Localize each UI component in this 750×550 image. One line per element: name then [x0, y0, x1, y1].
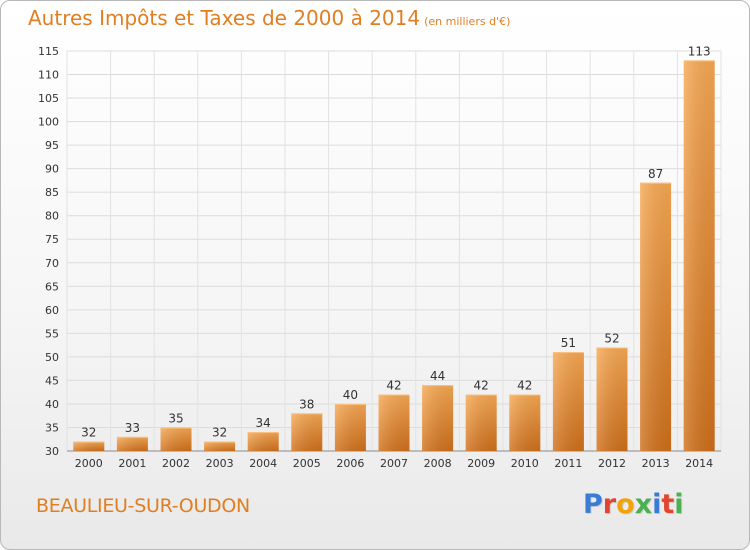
bar-shade	[247, 432, 279, 451]
bar-shade	[640, 182, 672, 451]
bar-layer	[73, 60, 715, 451]
y-tick-label: 115	[38, 45, 59, 58]
y-tick-label: 100	[38, 116, 59, 129]
x-tick-label: 2003	[206, 457, 234, 470]
y-tick-label: 70	[45, 257, 59, 270]
data-label: 33	[125, 421, 140, 435]
y-tick-label: 55	[45, 327, 59, 340]
x-tick-label: 2010	[511, 457, 539, 470]
data-label: 44	[430, 369, 445, 383]
y-tick-label: 80	[45, 210, 59, 223]
data-label: 32	[212, 426, 227, 440]
y-tick-label: 60	[45, 304, 59, 317]
data-label: 34	[256, 416, 271, 430]
y-tick-label: 65	[45, 280, 59, 293]
x-tick-label: 2012	[598, 457, 626, 470]
label-layer: 2000 32 2001 33 2002 35 2003 32 2004 34 2005 38 2006…	[75, 44, 713, 470]
bar-shade	[116, 436, 148, 451]
x-tick-label: 2006	[336, 457, 364, 470]
data-label: 38	[299, 397, 314, 411]
bar-shade	[596, 347, 628, 451]
data-label: 113	[688, 44, 711, 58]
x-tick-label: 2002	[162, 457, 190, 470]
bar-shade	[160, 427, 192, 451]
bar-shade	[422, 385, 454, 451]
y-tick-label: 40	[45, 398, 59, 411]
bar-shade	[683, 60, 715, 451]
chart-title-text: Autres Impôts et Taxes de 2000 à 2014	[28, 6, 421, 30]
bar-shade	[204, 441, 236, 451]
commune-name: BEAULIEU-SUR-OUDON	[36, 495, 250, 517]
data-label: 32	[81, 426, 96, 440]
data-label: 42	[474, 379, 489, 393]
bar-shade	[509, 394, 541, 451]
y-tick-label: 85	[45, 186, 59, 199]
bar-shade	[334, 403, 366, 451]
x-tick-label: 2001	[118, 457, 146, 470]
data-label: 42	[517, 379, 532, 393]
x-tick-label: 2013	[642, 457, 670, 470]
y-tick-label: 90	[45, 163, 59, 176]
proxiti-logo: Proxiti	[583, 489, 684, 520]
data-label: 35	[168, 411, 183, 425]
y-tick-label: 95	[45, 139, 59, 152]
bar-shade	[465, 394, 497, 451]
data-label: 51	[561, 336, 576, 350]
x-tick-label: 2000	[75, 457, 103, 470]
data-label: 40	[343, 388, 358, 402]
x-tick-label: 2011	[554, 457, 582, 470]
y-tick-label: 45	[45, 374, 59, 387]
y-tick-label: 75	[45, 233, 59, 246]
x-tick-label: 2008	[424, 457, 452, 470]
data-label: 87	[648, 167, 663, 181]
y-tick-label: 30	[45, 445, 59, 458]
x-tick-label: 2014	[685, 457, 713, 470]
y-tick-label: 110	[38, 69, 59, 82]
data-label: 52	[604, 331, 619, 345]
y-tick-label: 50	[45, 351, 59, 364]
y-tick-label: 105	[38, 92, 59, 105]
bar-shade	[378, 394, 410, 451]
x-tick-label: 2009	[467, 457, 495, 470]
y-tick-label: 35	[45, 421, 59, 434]
chart-title: Autres Impôts et Taxes de 2000 à 2014 (en…	[28, 6, 510, 30]
bar-shade	[552, 352, 584, 451]
x-tick-label: 2005	[293, 457, 321, 470]
x-tick-label: 2007	[380, 457, 408, 470]
data-label: 42	[386, 379, 401, 393]
chart-unit: (en milliers d'€)	[424, 15, 511, 28]
bar-shade	[291, 413, 323, 451]
bar-shade	[73, 441, 105, 451]
x-tick-label: 2004	[249, 457, 277, 470]
